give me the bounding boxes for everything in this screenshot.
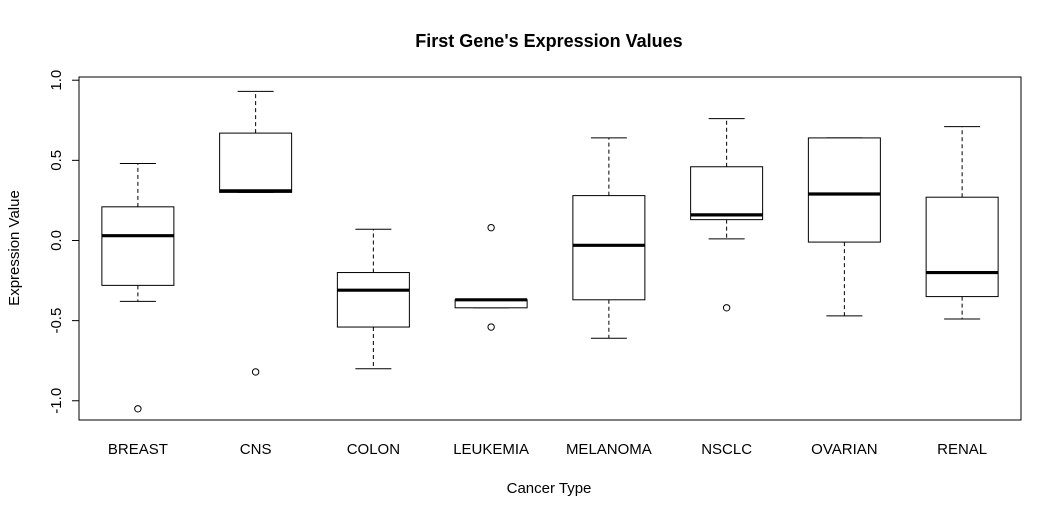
iqr-box bbox=[572, 195, 646, 301]
box-colon bbox=[336, 228, 410, 370]
box-nsclc bbox=[690, 118, 764, 312]
x-tick-label: COLON bbox=[347, 441, 400, 458]
y-tick-label: 0.5 bbox=[48, 150, 65, 171]
outlier-point bbox=[487, 323, 495, 331]
outlier-point bbox=[487, 223, 495, 232]
outlier-point bbox=[722, 304, 731, 312]
outlier-point bbox=[134, 405, 142, 413]
y-axis: -1.0 -0.5 0.0 0.5 1.0 bbox=[48, 70, 80, 414]
y-tick-label: -0.5 bbox=[48, 308, 65, 334]
iqr-box bbox=[690, 166, 764, 221]
x-tick-label: RENAL bbox=[937, 441, 987, 458]
plot-frame bbox=[78, 76, 1022, 421]
x-axis-labels: BREAST CNS COLON LEUKEMIA MELANOMA NSCLC OVARI… bbox=[108, 441, 987, 458]
x-tick-label: BREAST bbox=[108, 441, 168, 458]
x-tick-label: NSCLC bbox=[701, 441, 752, 458]
x-axis-label: Cancer Type bbox=[507, 480, 592, 497]
y-tick-label: 1.0 bbox=[48, 70, 65, 91]
iqr-box bbox=[101, 206, 175, 286]
box-cns bbox=[219, 90, 293, 376]
chart-title: First Gene's Expression Values bbox=[415, 31, 682, 51]
box-renal bbox=[925, 126, 999, 320]
y-tick-label: 0.0 bbox=[48, 230, 65, 251]
iqr-box bbox=[219, 132, 293, 193]
outlier-point bbox=[251, 368, 260, 376]
iqr-box bbox=[336, 272, 410, 328]
x-tick-label: MELANOMA bbox=[566, 441, 652, 458]
box-melanoma bbox=[572, 137, 646, 339]
x-tick-label: LEUKEMIA bbox=[453, 441, 529, 458]
box-leukemia bbox=[454, 223, 528, 331]
x-tick-label: CNS bbox=[240, 441, 272, 458]
y-axis-label: Expression Value bbox=[6, 190, 23, 306]
box-ovarian bbox=[807, 137, 881, 317]
iqr-box bbox=[807, 137, 881, 243]
x-tick-label: OVARIAN bbox=[811, 441, 877, 458]
box-breast bbox=[101, 163, 175, 413]
y-tick-label: -1.0 bbox=[48, 388, 65, 414]
boxes bbox=[101, 90, 999, 413]
iqr-box bbox=[925, 196, 999, 298]
